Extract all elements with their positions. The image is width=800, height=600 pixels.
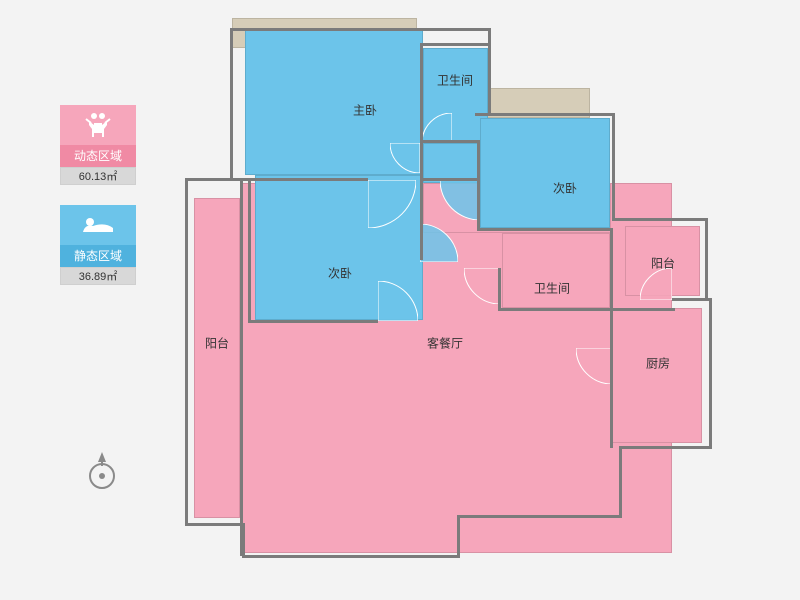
wall [709,298,712,449]
wall [185,178,188,526]
wall [248,178,251,323]
room-balcony-right [625,226,700,296]
floor-plan: 主卧卫生间次卧次卧客餐厅卫生间阳台阳台厨房 [170,18,760,578]
people-icon [83,111,113,139]
legend-dynamic: 动态区域 60.13㎡ [60,105,136,185]
wall [705,218,708,301]
legend-static-label: 静态区域 [60,245,136,267]
legend-static: 静态区域 36.89㎡ [60,205,136,285]
wall [420,140,480,143]
room-master-bedroom [245,30,423,175]
wall [248,320,378,323]
legend-static-icon-box [60,205,136,245]
wall [248,178,368,181]
room-second-bedroom-r [480,118,610,228]
wall [420,43,423,183]
legend-dynamic-icon-box [60,105,136,145]
wall [619,446,622,518]
legend: 动态区域 60.13㎡ 静态区域 36.89㎡ [60,105,136,305]
room-second-bedroom-l [255,175,423,320]
wall [475,113,615,116]
wall [477,178,480,230]
wall [420,178,423,260]
room-balcony-left [194,198,240,518]
wall [488,43,491,116]
wall [488,28,491,46]
wall [185,178,255,181]
wall [230,28,490,31]
legend-static-value: 36.89㎡ [60,267,136,285]
legend-dynamic-label: 动态区域 [60,145,136,167]
wall [185,523,245,526]
wall [610,308,613,448]
wall [457,515,460,558]
wall [457,515,622,518]
wall [612,113,615,221]
wall [420,43,491,46]
room-kitchen [612,308,702,443]
wall [230,28,233,178]
room-bath-mid [502,233,610,308]
wall [242,555,460,558]
wall [612,218,708,221]
wall [610,308,675,311]
compass-icon [80,450,124,494]
room-hall-top-notch [423,143,480,183]
wall [619,446,712,449]
wall [498,268,501,311]
wall [498,308,613,311]
wall [240,178,243,556]
wall [610,228,613,311]
wall [420,178,480,181]
legend-dynamic-value: 60.13㎡ [60,167,136,185]
sleep-icon [81,214,115,236]
wall [477,228,613,231]
room-bath-top [423,48,488,143]
